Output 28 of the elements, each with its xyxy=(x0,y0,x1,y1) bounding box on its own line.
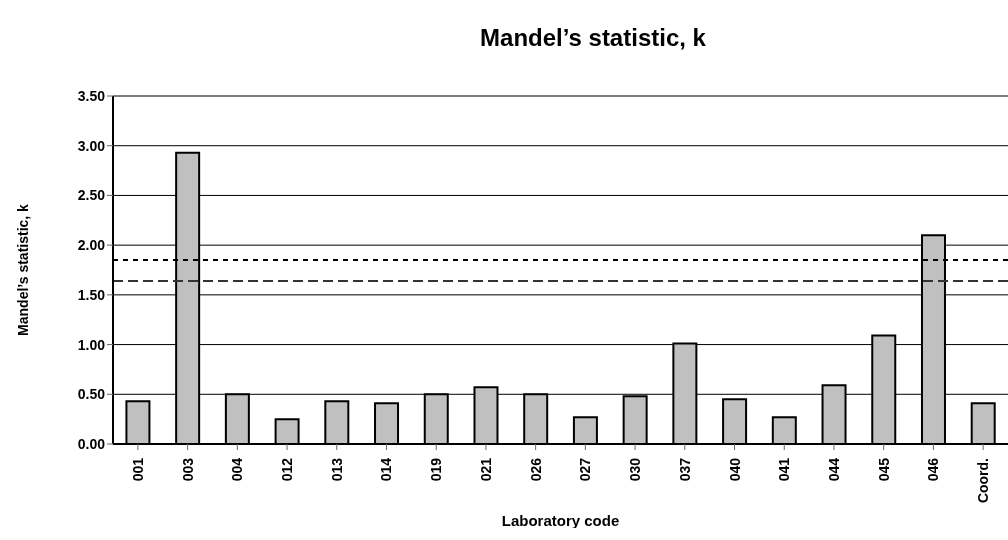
x-tick-label: 044 xyxy=(825,457,842,482)
x-tick-label: 037 xyxy=(676,457,693,482)
x-tick-label: 019 xyxy=(428,457,445,482)
y-tick-label: 1.50 xyxy=(77,286,106,303)
x-tick-label: 040 xyxy=(726,457,743,482)
y-tick-label: 0.50 xyxy=(77,386,106,403)
y-tick-label: 2.00 xyxy=(77,237,106,254)
x-tick-label: 030 xyxy=(627,457,644,482)
x-tick-label: 041 xyxy=(776,457,793,482)
x-tick-label: 027 xyxy=(577,457,594,482)
chart-title: Mandel’s statistic, k xyxy=(479,23,707,53)
y-tick-label: 1.00 xyxy=(77,336,106,353)
x-tick-label: 012 xyxy=(279,457,296,482)
x-tick-label: 021 xyxy=(477,457,494,482)
x-tick-label: Coord. xyxy=(975,458,992,504)
x-tick-label: 004 xyxy=(229,457,246,482)
x-tick-label: 026 xyxy=(527,457,544,482)
y-tick-label: 3.00 xyxy=(77,137,106,154)
y-axis-title: Mandel’s statistic, k xyxy=(14,203,31,336)
x-tick-label: 001 xyxy=(129,457,146,482)
x-tick-label: 013 xyxy=(328,457,345,482)
x-tick-label: 046 xyxy=(925,457,942,482)
y-tick-label: 2.50 xyxy=(77,187,106,204)
y-tick-label: 3.50 xyxy=(77,87,106,104)
y-tick-label: 0.00 xyxy=(77,435,106,452)
x-tick-label: 014 xyxy=(378,457,395,482)
x-tick-label: 003 xyxy=(179,457,196,482)
x-tick-label: 045 xyxy=(875,457,892,482)
